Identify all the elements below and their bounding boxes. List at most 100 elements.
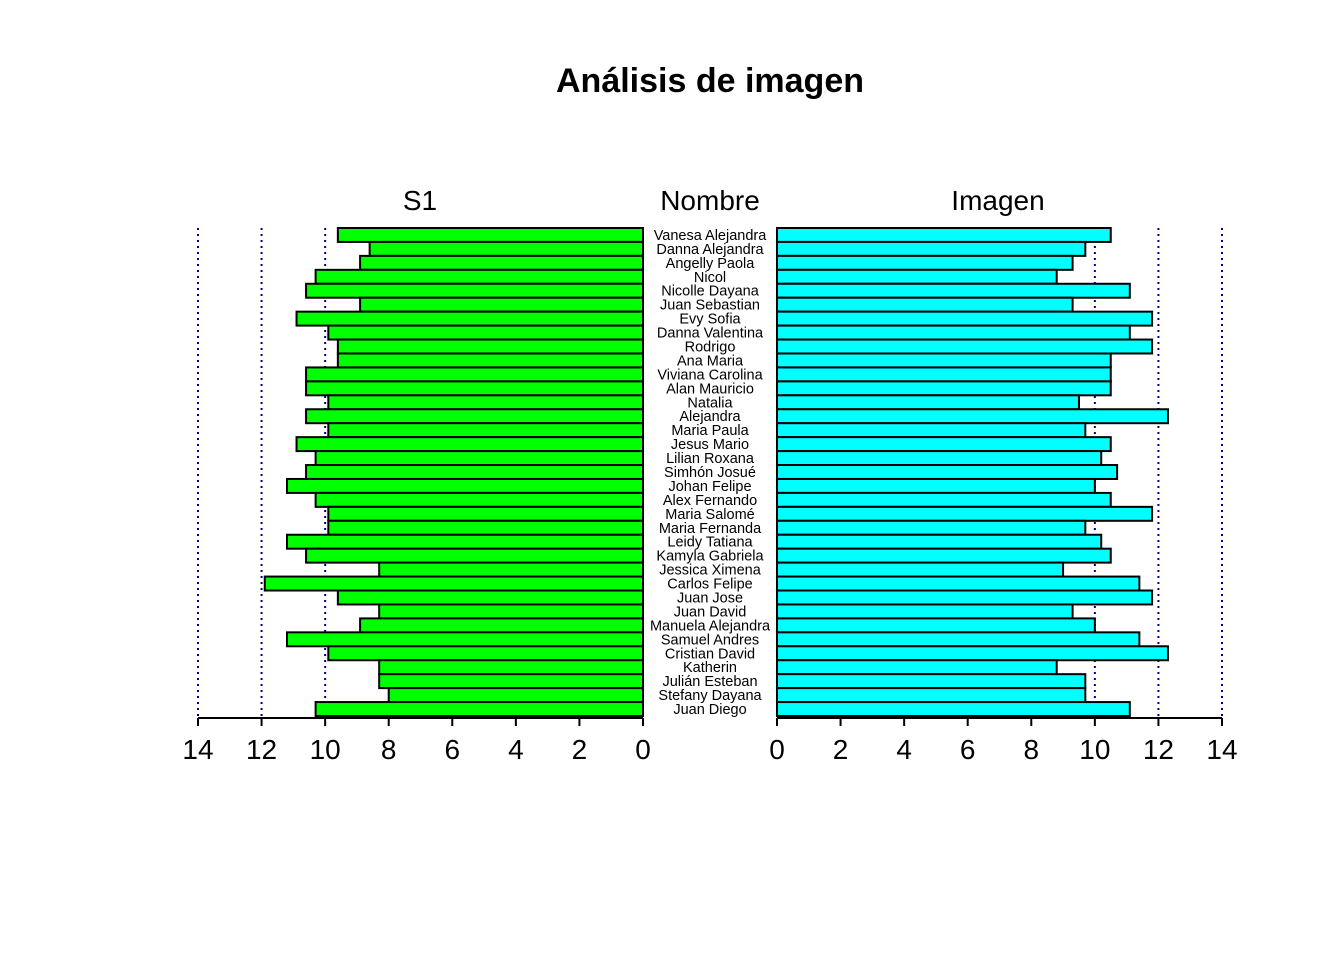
bar-s1 (336, 589, 644, 606)
bar-imagen (776, 645, 1169, 662)
category-label: Rodrigo (685, 340, 736, 356)
bar-imagen (776, 310, 1154, 327)
bar-s1 (336, 338, 644, 355)
bar-imagen (776, 296, 1074, 313)
bar-imagen (776, 603, 1074, 620)
category-label: Alex Fernando (663, 493, 757, 509)
left-tick-label: 2 (572, 734, 588, 765)
bar-s1 (314, 450, 644, 467)
bar-imagen (776, 240, 1087, 257)
right-tick-label: 2 (833, 734, 849, 765)
bar-s1 (305, 380, 644, 397)
category-label: Leidy Tatiana (667, 535, 753, 551)
bar-imagen (776, 450, 1103, 467)
bar-imagen (776, 701, 1131, 717)
right-tick-label: 10 (1079, 734, 1110, 765)
bar-imagen (776, 477, 1096, 494)
left-bars (263, 227, 645, 717)
bar-imagen (776, 422, 1087, 439)
bar-s1 (368, 240, 644, 257)
category-label: Alan Mauricio (666, 381, 754, 397)
bar-imagen (776, 408, 1169, 425)
bar-imagen (776, 659, 1058, 676)
bar-imagen (776, 533, 1103, 550)
category-label: Lilian Roxana (666, 451, 755, 467)
bar-s1 (295, 436, 644, 453)
bar-s1 (314, 701, 644, 717)
left-tick-label: 8 (381, 734, 397, 765)
bar-s1 (286, 631, 644, 648)
right-tick-label: 4 (896, 734, 912, 765)
category-label: Stefany Dayana (658, 688, 762, 704)
right-x-axis: 0 2 4 6 8 10 12 14 (769, 717, 1238, 765)
category-label: Samuel Andres (661, 632, 759, 648)
category-label: Juan Diego (673, 702, 746, 718)
bar-s1 (327, 422, 644, 439)
bar-imagen (776, 491, 1112, 508)
bar-imagen (776, 547, 1112, 564)
bar-imagen (776, 589, 1154, 606)
bar-s1 (378, 673, 644, 690)
bar-imagen (776, 352, 1112, 369)
bar-s1 (286, 533, 644, 550)
bar-s1 (359, 617, 644, 634)
bar-s1 (327, 519, 644, 536)
bar-imagen (776, 254, 1074, 271)
category-label: Alejandra (679, 409, 741, 425)
left-tick-label: 0 (635, 734, 651, 765)
category-label: Manuela Alejandra (650, 618, 771, 634)
bar-s1 (314, 268, 644, 285)
bar-imagen (776, 338, 1154, 355)
bar-s1 (327, 394, 644, 411)
category-label: Juan Sebastian (660, 298, 760, 314)
left-tick-label: 14 (182, 734, 213, 765)
category-label: Maria Fernanda (659, 521, 762, 537)
category-label: Maria Salomé (665, 507, 754, 523)
category-label: Carlos Felipe (667, 577, 752, 593)
bar-s1 (263, 575, 644, 592)
bar-imagen (776, 617, 1096, 634)
left-tick-label: 12 (246, 734, 277, 765)
bar-s1 (327, 324, 644, 341)
category-label: Julián Esteban (662, 674, 757, 690)
category-label: Simhón Josué (664, 465, 756, 481)
category-label: Angelly Paola (666, 256, 756, 272)
bar-imagen (776, 436, 1112, 453)
bar-imagen (776, 324, 1131, 341)
bar-imagen (776, 268, 1058, 285)
bar-imagen (776, 394, 1080, 411)
bar-imagen (776, 561, 1065, 578)
category-label: Nicol (694, 270, 726, 286)
bar-s1 (295, 310, 644, 327)
chart-title: Análisis de imagen (556, 62, 864, 100)
bar-imagen (776, 631, 1141, 648)
right-tick-label: 8 (1023, 734, 1039, 765)
category-label: Jessica Ximena (659, 563, 761, 579)
category-label: Vanesa Alejandra (654, 228, 768, 244)
bar-imagen (776, 575, 1141, 592)
bar-s1 (286, 477, 644, 494)
left-panel-label: S1 (403, 185, 437, 216)
bar-s1 (378, 603, 644, 620)
bar-s1 (359, 254, 644, 271)
right-tick-label: 0 (769, 734, 785, 765)
bar-s1 (305, 282, 644, 299)
category-label: Juan Jose (677, 590, 743, 606)
bar-s1 (378, 561, 644, 578)
bar-imagen (776, 687, 1087, 704)
left-x-axis: 0 2 4 6 8 10 12 14 (182, 717, 651, 765)
right-tick-label: 12 (1143, 734, 1174, 765)
bar-s1 (336, 352, 644, 369)
bar-s1 (305, 464, 644, 480)
bar-s1 (305, 547, 644, 564)
bar-imagen (776, 227, 1112, 243)
bar-s1 (305, 408, 644, 425)
category-label: Danna Valentina (657, 326, 764, 342)
bar-imagen (776, 519, 1087, 536)
category-label: Nicolle Dayana (661, 284, 759, 300)
bar-s1 (327, 505, 644, 522)
category-label: Cristian David (665, 646, 755, 662)
category-label: Evy Sofia (679, 312, 741, 328)
bar-imagen (776, 282, 1131, 299)
